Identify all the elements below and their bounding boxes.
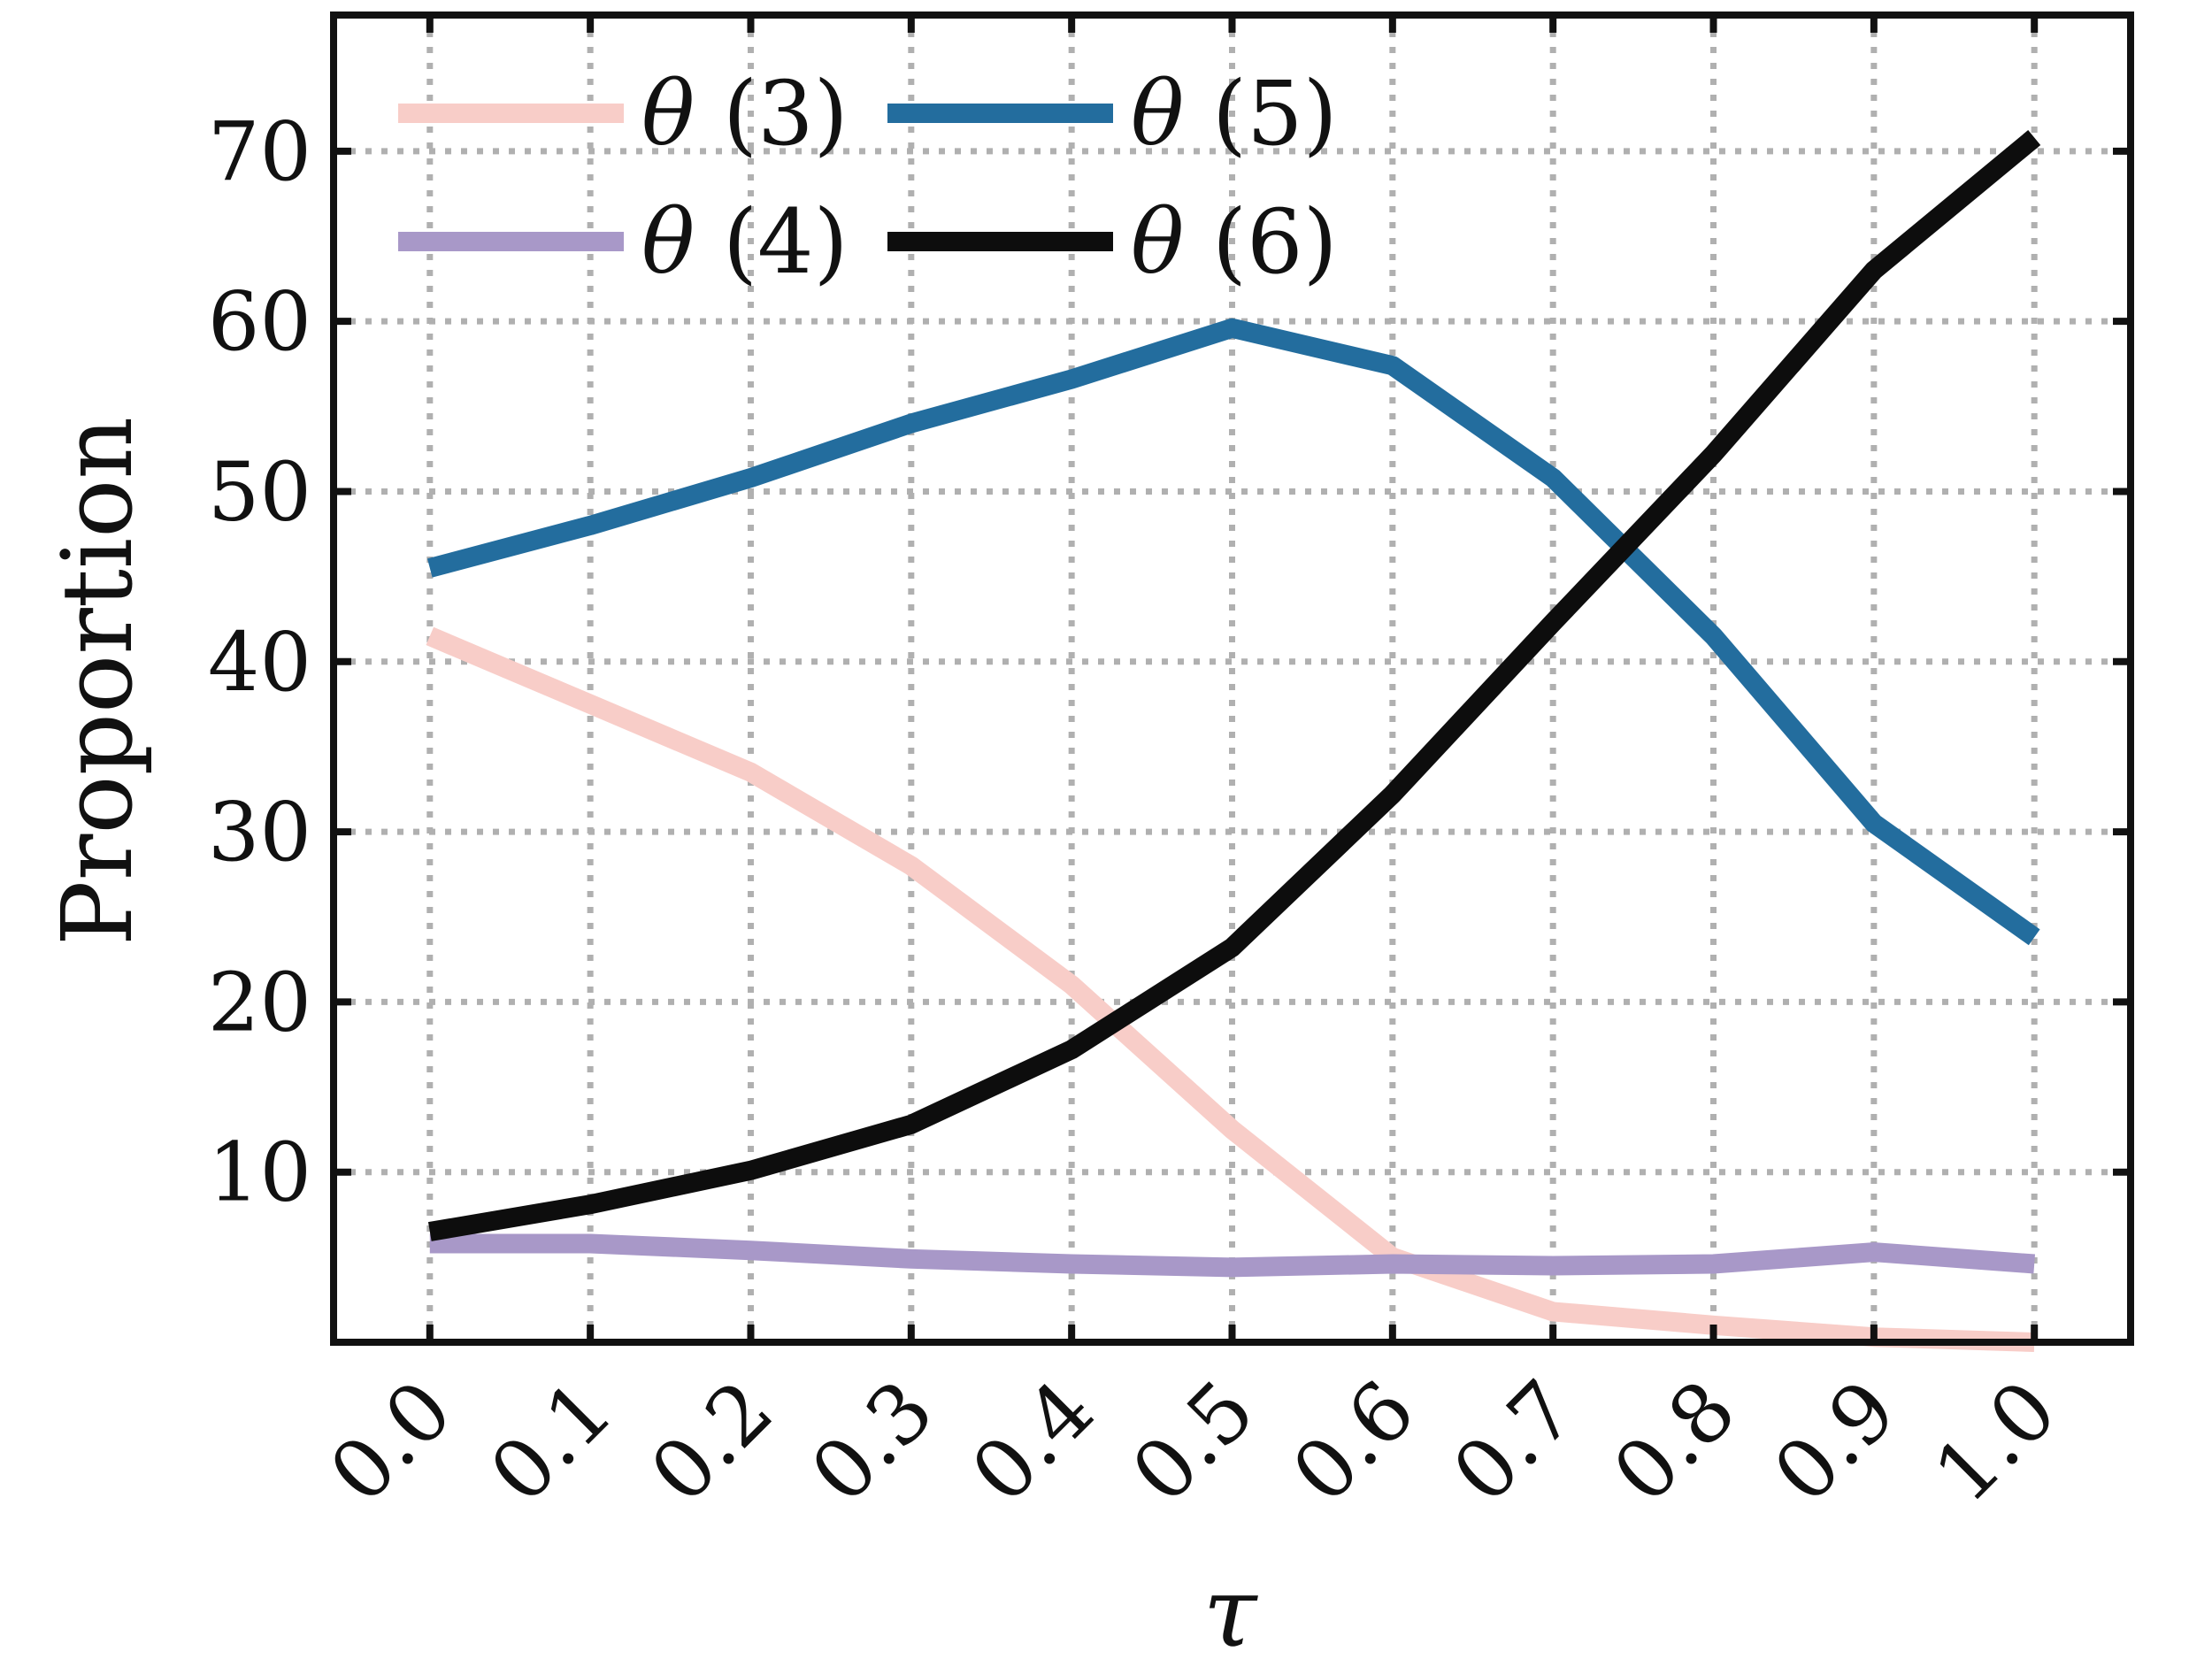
legend-label-2: θ (4) bbox=[641, 190, 849, 294]
y-tick-label: 40 bbox=[208, 615, 311, 710]
series-line-4 bbox=[427, 130, 2041, 1241]
y-tick-label: 20 bbox=[208, 955, 311, 1049]
legend-label-1: θ (3) bbox=[641, 62, 849, 165]
x-tick-label: 1.0 bbox=[1916, 1363, 2075, 1521]
y-tick-label: 30 bbox=[208, 785, 311, 879]
x-tick-label: 0.8 bbox=[1595, 1363, 1754, 1521]
y-tick-label: 60 bbox=[208, 274, 311, 369]
x-tick-label: 0.1 bbox=[472, 1363, 631, 1521]
legend: θ (3) θ (4) θ (5) θ (6) bbox=[398, 62, 1338, 294]
series-line-2 bbox=[429, 1233, 2036, 1278]
x-tick-label: 0.4 bbox=[954, 1363, 1112, 1521]
x-tick-label: 0.5 bbox=[1114, 1363, 1272, 1521]
legend-label-3: θ (5) bbox=[1131, 62, 1338, 165]
x-tick-label: 0.3 bbox=[793, 1363, 951, 1521]
x-tick-label: 0.9 bbox=[1755, 1363, 1914, 1521]
x-axis-label: τ bbox=[1203, 1555, 1259, 1659]
legend-label-4: θ (6) bbox=[1131, 190, 1338, 294]
x-tick-label: 0.2 bbox=[633, 1363, 791, 1521]
y-tick-label: 10 bbox=[208, 1125, 311, 1220]
x-tick-label: 0.6 bbox=[1274, 1363, 1432, 1521]
series-line-3 bbox=[426, 318, 2040, 946]
x-tick-label: 0.0 bbox=[311, 1363, 470, 1521]
y-axis-label: Proportion bbox=[41, 417, 154, 947]
x-tick-label: 0.7 bbox=[1435, 1363, 1594, 1521]
series-line-1 bbox=[426, 626, 2035, 1352]
series-lines bbox=[426, 130, 2041, 1352]
y-tick-label: 70 bbox=[208, 104, 311, 199]
y-tick-label: 50 bbox=[208, 444, 311, 539]
